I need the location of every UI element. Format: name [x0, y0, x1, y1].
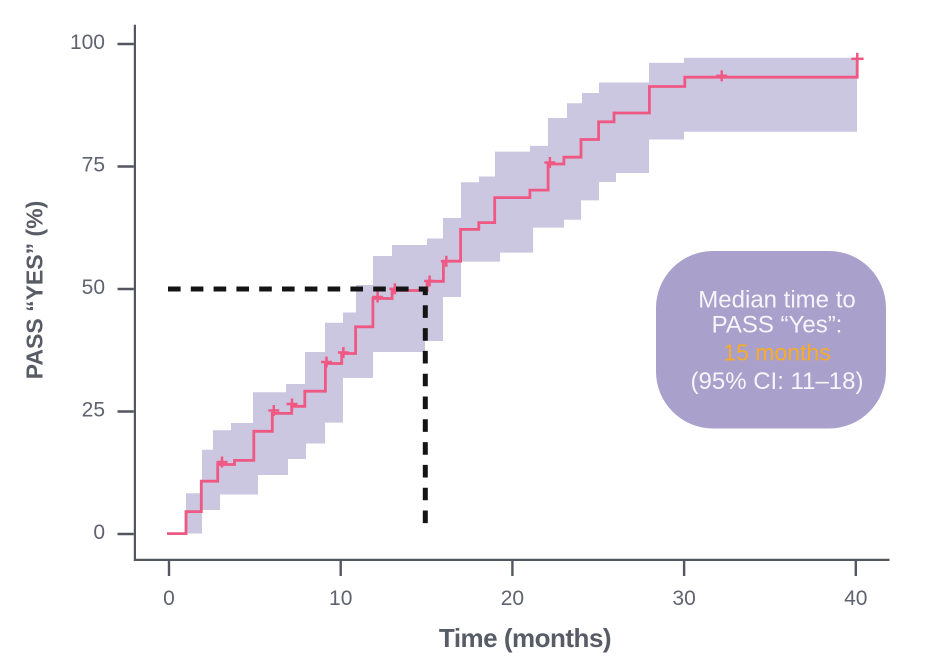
svg-text:0: 0	[93, 521, 105, 544]
svg-text:75: 75	[82, 154, 105, 177]
svg-text:Median time to: Median time to	[698, 287, 855, 314]
svg-text:PASS “YES” (%): PASS “YES” (%)	[22, 201, 48, 380]
svg-text:25: 25	[82, 399, 105, 422]
svg-text:20: 20	[501, 587, 524, 610]
svg-text:10: 10	[329, 587, 352, 610]
svg-text:15 months: 15 months	[723, 340, 830, 366]
svg-text:PASS “Yes”:: PASS “Yes”:	[712, 312, 843, 339]
svg-text:0: 0	[163, 587, 175, 610]
svg-text:30: 30	[672, 587, 695, 610]
svg-text:50: 50	[82, 276, 105, 299]
svg-text:Time (months): Time (months)	[439, 623, 611, 653]
svg-text:(95% CI: 11–18): (95% CI: 11–18)	[691, 368, 864, 395]
svg-text:40: 40	[844, 587, 867, 610]
svg-text:100: 100	[70, 31, 105, 54]
